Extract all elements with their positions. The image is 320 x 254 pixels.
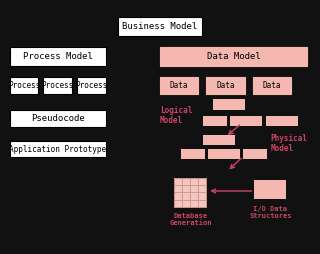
Text: Data: Data: [216, 81, 235, 90]
FancyBboxPatch shape: [230, 116, 262, 126]
Text: Business Model: Business Model: [122, 22, 198, 30]
FancyBboxPatch shape: [213, 99, 245, 110]
Text: Data Model: Data Model: [207, 52, 260, 61]
FancyBboxPatch shape: [10, 141, 106, 157]
FancyBboxPatch shape: [203, 135, 235, 145]
Text: Process: Process: [75, 81, 108, 90]
Text: Data: Data: [263, 81, 281, 90]
FancyBboxPatch shape: [10, 77, 38, 94]
FancyBboxPatch shape: [118, 17, 202, 36]
FancyBboxPatch shape: [253, 77, 291, 94]
Text: Pseudocode: Pseudocode: [31, 114, 84, 123]
FancyBboxPatch shape: [206, 77, 245, 94]
Text: Database
Generation: Database Generation: [169, 213, 212, 226]
FancyBboxPatch shape: [208, 149, 240, 159]
Text: Process: Process: [8, 81, 40, 90]
Text: Physical
Model: Physical Model: [270, 134, 308, 153]
FancyBboxPatch shape: [160, 47, 307, 66]
Text: Process Model: Process Model: [23, 52, 92, 61]
FancyBboxPatch shape: [77, 77, 106, 94]
Text: Data: Data: [170, 81, 188, 90]
FancyBboxPatch shape: [203, 116, 227, 126]
FancyBboxPatch shape: [181, 149, 205, 159]
FancyBboxPatch shape: [43, 77, 72, 94]
FancyBboxPatch shape: [160, 77, 198, 94]
FancyBboxPatch shape: [10, 47, 106, 66]
FancyBboxPatch shape: [10, 110, 106, 127]
FancyBboxPatch shape: [174, 178, 206, 207]
Text: I/O Data
Structures: I/O Data Structures: [249, 206, 292, 219]
Text: Application Prototype: Application Prototype: [9, 145, 106, 154]
Text: Logical
Model: Logical Model: [160, 106, 192, 125]
FancyBboxPatch shape: [254, 180, 286, 199]
Text: Process: Process: [41, 81, 74, 90]
FancyBboxPatch shape: [266, 116, 298, 126]
FancyBboxPatch shape: [243, 149, 267, 159]
